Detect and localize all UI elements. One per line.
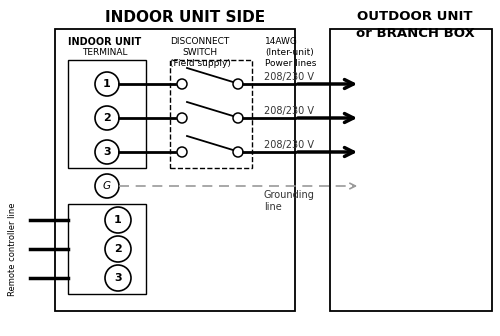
Bar: [68, 204, 146, 294]
Text: 208/230 V: 208/230 V: [264, 72, 314, 82]
Text: 2: 2: [114, 244, 122, 254]
Bar: [68, 60, 146, 168]
Text: Remote controller line: Remote controller line: [8, 202, 18, 296]
Text: 1: 1: [114, 215, 122, 225]
Circle shape: [105, 265, 131, 291]
Circle shape: [95, 106, 119, 130]
Bar: [170, 60, 252, 168]
Text: INDOOR UNIT: INDOOR UNIT: [68, 37, 142, 47]
Text: 2: 2: [103, 113, 111, 123]
Text: 3: 3: [114, 273, 122, 283]
Circle shape: [95, 174, 119, 198]
Circle shape: [105, 236, 131, 262]
Text: TERMINAL: TERMINAL: [82, 48, 128, 57]
Circle shape: [95, 140, 119, 164]
Text: 208/230 V: 208/230 V: [264, 106, 314, 116]
Text: OUTDOOR UNIT
or BRANCH BOX: OUTDOOR UNIT or BRANCH BOX: [356, 10, 474, 40]
Bar: [330, 29, 492, 311]
Circle shape: [95, 72, 119, 96]
Circle shape: [105, 207, 131, 233]
Text: 208/230 V: 208/230 V: [264, 140, 314, 150]
Text: G: G: [103, 181, 111, 191]
Text: 3: 3: [103, 147, 111, 157]
Bar: [55, 29, 295, 311]
Text: DISCONNECT
SWITCH
(Field supply): DISCONNECT SWITCH (Field supply): [170, 37, 230, 68]
Text: 1: 1: [103, 79, 111, 89]
Text: INDOOR UNIT SIDE: INDOOR UNIT SIDE: [105, 10, 265, 25]
Text: 14AWG
(Inter-unit)
Power lines: 14AWG (Inter-unit) Power lines: [265, 37, 316, 68]
Text: Grounding
line: Grounding line: [264, 190, 315, 212]
